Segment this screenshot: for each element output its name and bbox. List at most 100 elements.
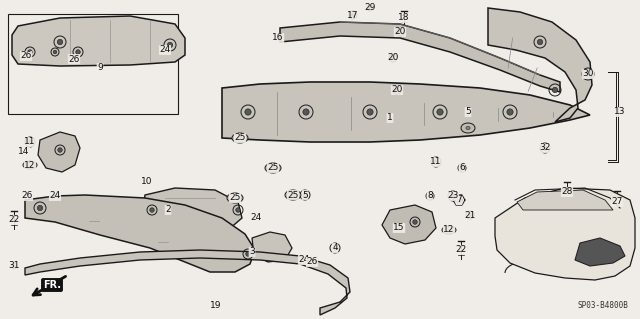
Text: 24: 24 [49,191,61,201]
Polygon shape [280,22,560,92]
Text: 26: 26 [307,257,317,266]
Circle shape [367,109,373,115]
Text: 15: 15 [393,224,404,233]
Circle shape [167,42,173,48]
Text: 20: 20 [394,27,406,36]
Text: 13: 13 [614,108,626,116]
Text: 26: 26 [20,51,32,61]
Text: 5: 5 [302,190,308,199]
Text: FR.: FR. [43,280,61,290]
Polygon shape [252,232,292,262]
Text: 2: 2 [165,205,171,214]
Ellipse shape [461,123,475,133]
Ellipse shape [232,133,248,143]
Text: 11: 11 [430,158,442,167]
Text: 6: 6 [459,164,465,173]
Circle shape [236,208,240,212]
Text: 24: 24 [159,46,171,55]
Ellipse shape [442,226,456,234]
Text: 32: 32 [540,144,550,152]
Ellipse shape [271,167,275,169]
Text: 25: 25 [229,194,241,203]
Text: 14: 14 [19,147,29,157]
Circle shape [396,88,399,92]
Circle shape [246,252,250,256]
Circle shape [456,197,462,203]
Text: 18: 18 [398,13,410,23]
Text: 19: 19 [211,300,221,309]
Circle shape [538,39,543,45]
Text: 12: 12 [444,226,454,234]
Text: SP03-B4800B: SP03-B4800B [577,301,628,310]
Text: 17: 17 [348,11,359,19]
Polygon shape [488,8,592,122]
Circle shape [413,220,417,224]
Circle shape [58,148,62,152]
Ellipse shape [237,137,243,139]
Polygon shape [25,195,255,272]
Circle shape [76,50,80,54]
Polygon shape [25,250,350,315]
Text: 4: 4 [332,243,338,253]
Text: 23: 23 [447,191,459,201]
Circle shape [303,109,309,115]
Circle shape [543,146,547,150]
Polygon shape [38,132,80,172]
Circle shape [303,193,307,197]
Text: 16: 16 [272,33,284,42]
Text: 24: 24 [298,256,310,264]
Circle shape [58,39,63,45]
Text: 24: 24 [250,213,262,222]
Circle shape [333,246,337,250]
Text: 28: 28 [561,188,573,197]
Circle shape [586,71,591,77]
Text: 21: 21 [464,211,476,219]
Circle shape [150,208,154,212]
Polygon shape [222,82,590,142]
Circle shape [351,13,355,17]
Ellipse shape [23,161,37,169]
Circle shape [37,205,43,211]
Text: 9: 9 [97,63,103,72]
Text: 25: 25 [268,164,278,173]
Polygon shape [12,16,185,66]
Circle shape [391,56,395,60]
Circle shape [28,140,32,144]
Text: 30: 30 [582,70,594,78]
Text: 20: 20 [387,54,399,63]
Text: 8: 8 [427,191,433,201]
Text: 20: 20 [391,85,403,94]
Text: 26: 26 [68,55,80,63]
Circle shape [507,109,513,115]
Text: 25: 25 [234,133,246,143]
Circle shape [434,160,438,164]
Circle shape [245,109,251,115]
Text: 22: 22 [8,216,20,225]
Text: 25: 25 [287,190,299,199]
Circle shape [28,50,32,54]
Text: 11: 11 [24,137,36,146]
Text: 3: 3 [249,248,255,256]
Ellipse shape [232,197,237,199]
Polygon shape [575,238,625,266]
Ellipse shape [291,194,296,197]
Ellipse shape [265,163,281,173]
Circle shape [451,194,455,198]
Text: 12: 12 [24,160,36,169]
Text: 5: 5 [465,108,471,116]
Polygon shape [142,188,242,232]
Circle shape [428,194,432,198]
Text: 7: 7 [456,196,462,204]
Circle shape [468,213,472,217]
Circle shape [460,166,464,170]
Circle shape [398,30,402,34]
Ellipse shape [466,127,470,130]
Ellipse shape [227,193,243,203]
Ellipse shape [285,190,301,200]
Text: 29: 29 [364,4,376,12]
Text: 31: 31 [8,262,20,271]
Circle shape [437,109,443,115]
Text: 10: 10 [141,177,153,187]
Polygon shape [495,188,635,280]
Circle shape [13,265,15,267]
